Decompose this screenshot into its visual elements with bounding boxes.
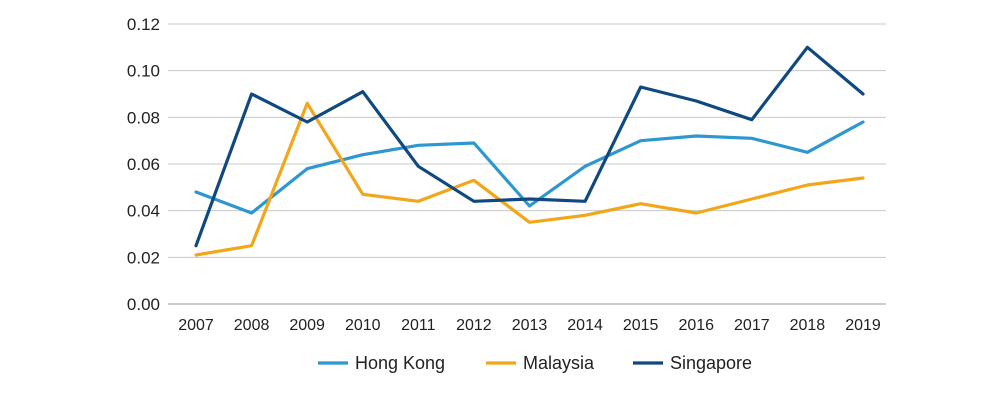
x-tick-label: 2012	[456, 317, 492, 334]
y-tick-label: 0.08	[127, 108, 160, 127]
series-line-singapore	[194, 45, 865, 248]
x-tick-label: 2010	[345, 317, 381, 334]
y-tick-label: 0.06	[127, 155, 160, 174]
legend-label: Singapore	[670, 353, 752, 373]
x-tick-label: 2017	[734, 317, 770, 334]
legend-item: Singapore	[633, 353, 752, 373]
x-tick-label: 2015	[623, 317, 659, 334]
x-tick-label: 2008	[234, 317, 270, 334]
series-line-hong-kong	[194, 120, 865, 215]
x-tick-label: 2013	[512, 317, 548, 334]
series-line-malaysia	[194, 101, 865, 257]
legend-label: Malaysia	[523, 353, 595, 373]
x-tick-label: 2016	[678, 317, 714, 334]
x-tick-label: 2014	[567, 317, 603, 334]
x-tick-label: 2007	[178, 317, 214, 334]
y-tick-label: 0.02	[127, 248, 160, 267]
y-tick-label: 0.04	[127, 202, 160, 221]
y-tick-label: 0.00	[127, 295, 160, 314]
x-tick-label: 2011	[401, 317, 436, 334]
x-tick-label: 2019	[845, 317, 881, 334]
legend-item: Hong Kong	[318, 353, 445, 373]
y-axis: 0.00 0.02 0.04 0.06 0.08 0.10 0.12	[127, 15, 160, 314]
legend-item: Malaysia	[486, 353, 595, 373]
legend-label: Hong Kong	[355, 353, 445, 373]
x-tick-label: 2009	[289, 317, 325, 334]
legend: Hong Kong Malaysia Singapore	[318, 353, 752, 373]
x-axis: 2007 2008 2009 2010 2011 2012 2013 2014 2015 2016…	[178, 317, 881, 334]
y-tick-label: 0.12	[127, 15, 160, 34]
gridlines	[168, 23, 886, 305]
x-tick-label: 2018	[790, 317, 826, 334]
series-lines	[194, 45, 865, 257]
y-tick-label: 0.10	[127, 62, 160, 81]
